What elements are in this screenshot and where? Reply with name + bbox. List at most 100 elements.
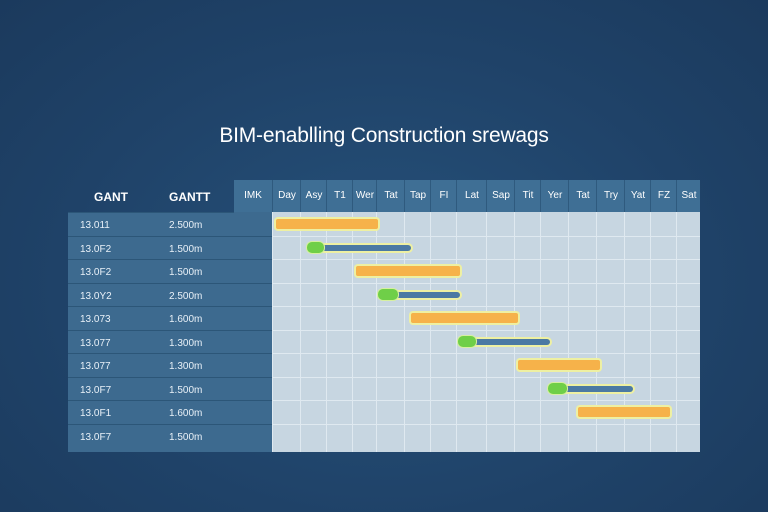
grid-column-line	[404, 212, 405, 452]
grid-column-line	[376, 212, 377, 452]
progress-knob[interactable]	[547, 382, 567, 394]
task-duration: 1.500m	[169, 267, 203, 278]
left-table-header: GANT GANTT	[68, 180, 234, 212]
marker-row-line	[234, 259, 272, 260]
timeline-column-header[interactable]: FI	[430, 180, 457, 212]
task-duration: 1.300m	[169, 337, 203, 349]
grid-column-line	[300, 212, 301, 452]
table-row[interactable]: 13.011 2.500m	[68, 212, 234, 236]
grid-column-line	[326, 212, 327, 452]
task-progress-bar[interactable]	[307, 241, 411, 253]
task-id: 13.011	[80, 220, 110, 231]
grid-column-line	[568, 212, 569, 452]
timeline-column-header[interactable]: Tap	[404, 180, 431, 212]
task-id: 13.0F7	[80, 431, 112, 443]
task-id: 13.0Y2	[80, 290, 112, 302]
task-id: 13.0F7	[80, 384, 112, 396]
task-duration: 1.600m	[169, 408, 203, 419]
task-id: 13.0F2	[80, 267, 112, 278]
grid-row-line	[272, 235, 700, 237]
task-bar[interactable]	[356, 266, 460, 276]
task-duration: 1.500m	[169, 431, 203, 443]
table-row[interactable]: 13.0F2 1.500m	[68, 235, 234, 260]
table-row[interactable]: 13.0Y2 2.500m	[68, 282, 234, 307]
column-header-gantt[interactable]: GANTT	[169, 190, 211, 204]
marker-row-line	[234, 400, 272, 401]
timeline-column-header[interactable]: Sat	[676, 180, 701, 212]
task-progress-bar[interactable]	[547, 382, 634, 394]
grid-column-line	[272, 212, 273, 452]
timeline-column-header[interactable]: T1	[326, 180, 353, 212]
table-row[interactable]: 13.0F7 1.500m	[68, 423, 234, 448]
table-row[interactable]: 13.077 1.300m	[68, 353, 234, 377]
timeline-column-header[interactable]: Asy	[300, 180, 327, 212]
task-progress-bar[interactable]	[378, 288, 460, 300]
marker-row-line	[234, 376, 272, 378]
page-title: BIM-enablling Construction srewags	[219, 124, 549, 147]
marker-row-line	[234, 306, 272, 307]
task-bar[interactable]	[276, 219, 378, 229]
task-bar[interactable]	[518, 360, 600, 370]
gantt-grid: IMK Day Asy T1 Wer Tat Tap FI Lat Sap Tit Yer Tat Try…	[234, 180, 700, 452]
task-duration: 1.500m	[169, 243, 203, 255]
timeline-header: IMK Day Asy T1 Wer Tat Tap FI Lat Sap Tit Yer Tat Try…	[234, 180, 700, 212]
grid-row-line	[272, 376, 700, 378]
task-id: 13.0F1	[80, 408, 112, 419]
task-id: 13.077	[80, 361, 111, 372]
grid-column-line	[430, 212, 431, 452]
task-id: 13.073	[80, 314, 111, 325]
progress-knob[interactable]	[458, 335, 476, 347]
task-bar[interactable]	[410, 313, 518, 323]
marker-row-line	[234, 353, 272, 354]
marker-row-line	[234, 282, 272, 284]
task-id: 13.0F2	[80, 243, 112, 255]
task-duration: 2.500m	[169, 290, 203, 302]
timeline-column-header[interactable]: Tat	[568, 180, 597, 212]
marker-row-line	[234, 329, 272, 331]
timeline-column-header[interactable]: Tit	[514, 180, 541, 212]
marker-row-line	[234, 235, 272, 237]
grid-column-line	[540, 212, 541, 452]
task-progress-bar[interactable]	[458, 335, 550, 347]
timeline-column-header[interactable]: Yat	[624, 180, 651, 212]
grid-row-line	[272, 353, 700, 354]
grid-column-line	[352, 212, 353, 452]
task-duration: 2.500m	[169, 220, 203, 231]
grid-column-line	[676, 212, 677, 452]
grid-row-line	[272, 306, 700, 307]
timeline-column-header[interactable]: Wer	[352, 180, 377, 212]
progress-knob[interactable]	[378, 288, 398, 300]
grid-column-line	[624, 212, 625, 452]
timeline-column-header[interactable]: Day	[272, 180, 301, 212]
grid-row-line	[272, 329, 700, 331]
grid-column-line	[456, 212, 457, 452]
grid-column-line	[514, 212, 515, 452]
timeline-column-header[interactable]: Lat	[456, 180, 487, 212]
column-header-gant[interactable]: GANT	[94, 190, 128, 204]
marker-row-line	[234, 423, 272, 425]
task-duration: 1.300m	[169, 361, 203, 372]
task-list: 13.011 2.500m 13.0F2 1.500m 13.0F2 1.500m 13.0…	[68, 212, 234, 452]
grid-column-line	[650, 212, 651, 452]
task-duration: 1.500m	[169, 384, 203, 396]
timeline-header-first[interactable]: IMK	[244, 190, 262, 201]
grid-row-line	[272, 423, 700, 425]
grid-row-line	[272, 282, 700, 284]
timeline-column-header[interactable]: Yer	[540, 180, 569, 212]
timeline-column-header[interactable]: FZ	[650, 180, 677, 212]
table-row[interactable]: 13.0F2 1.500m	[68, 259, 234, 283]
timeline-column-header[interactable]: Try	[596, 180, 625, 212]
task-bar[interactable]	[577, 407, 670, 417]
progress-knob[interactable]	[307, 241, 325, 253]
table-row[interactable]: 13.077 1.300m	[68, 329, 234, 354]
table-row[interactable]: 13.073 1.600m	[68, 306, 234, 330]
task-duration: 1.600m	[169, 314, 203, 325]
grid-column-line	[486, 212, 487, 452]
marker-column	[234, 212, 272, 452]
timeline-column-header[interactable]: Sap	[486, 180, 515, 212]
timeline-column-header[interactable]: Tat	[376, 180, 405, 212]
table-row[interactable]: 13.0F1 1.600m	[68, 400, 234, 424]
grid-row-line	[272, 400, 700, 401]
table-row[interactable]: 13.0F7 1.500m	[68, 376, 234, 401]
task-id: 13.077	[80, 337, 111, 349]
